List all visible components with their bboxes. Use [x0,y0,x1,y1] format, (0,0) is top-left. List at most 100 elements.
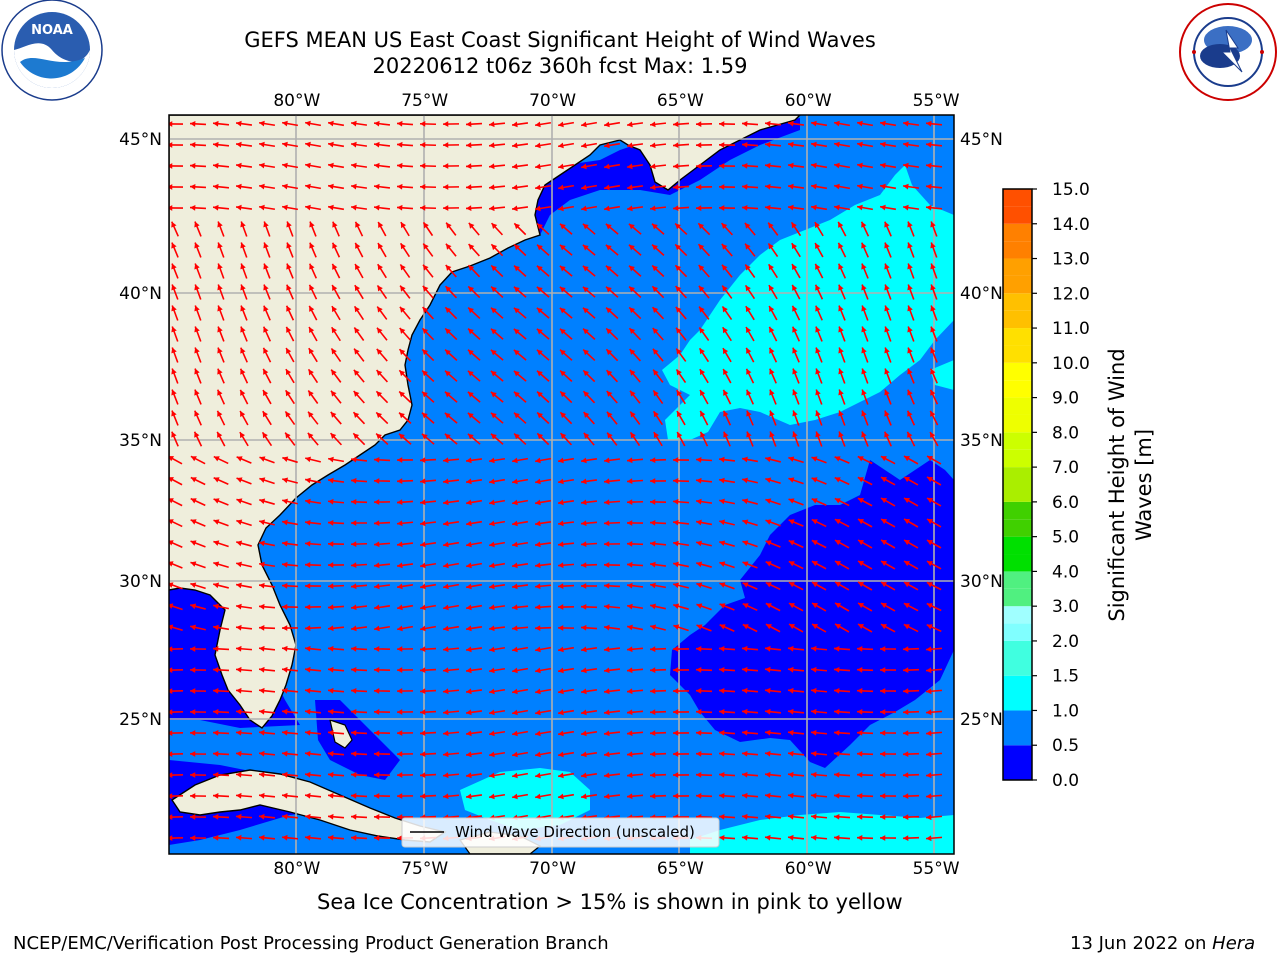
wave-direction-arrowhead [305,456,312,463]
wave-direction-arrowhead [263,221,269,228]
wave-direction-arrowhead [259,183,265,190]
wave-direction-arrowhead [722,285,728,292]
wave-direction-arrowhead [604,793,610,800]
land-north-america [169,115,801,729]
wave-direction-arrowhead [305,834,311,841]
wave-direction-arrowhead [420,625,426,632]
wave-direction-arrowhead [696,730,702,736]
wave-direction-arrowhead [259,750,265,757]
wave-direction-arrowhead [305,120,311,127]
wave-direction-arrowhead [719,750,725,757]
wave-direction-arrowhead [217,263,223,270]
wave-direction-arrowhead [650,772,656,778]
wave-direction-arrowhead [466,772,472,779]
wave-direction-arrowhead [650,478,656,484]
wave-direction-arrowhead [353,369,360,376]
wave-direction-arrowhead [397,709,403,715]
wave-direction-arrowhead [880,204,886,211]
wave-direction-arrowhead [169,477,174,483]
wave-direction-arrowhead [309,263,315,270]
wave-direction-arrowhead [259,582,265,589]
wave-direction-arrowhead [627,624,633,631]
wave-direction-arrowhead [903,646,909,652]
wave-direction-arrowhead [696,121,702,127]
wave-direction-arrowhead [673,688,679,694]
wave-direction-arrowhead [236,708,242,715]
wave-direction-arrowhead [374,562,380,569]
wave-direction-arrowhead [559,223,566,230]
wave-direction-arrowhead [881,603,888,609]
wave-direction-arrowhead [792,284,798,291]
wave-direction-arrowhead [309,221,315,228]
wave-direction-arrowhead [308,348,315,355]
wave-direction-arrowhead [169,205,173,211]
wave-direction-arrowhead [489,793,495,800]
wave-direction-arrowhead [558,520,564,527]
wave-direction-arrowhead [811,708,817,715]
colorbar-tick-label: 11.0 [1052,319,1090,339]
colorbar-segment [1003,241,1032,259]
wave-direction-arrowhead [696,498,702,505]
wave-direction-arrowhead [512,751,518,758]
wave-direction-arrowhead [558,499,564,506]
wave-direction-arrowhead [651,223,658,230]
wave-direction-arrowhead [194,431,200,438]
wave-direction-arrowhead [351,162,357,169]
wave-direction-arrowhead [194,389,200,396]
wave-direction-arrowhead [699,306,705,313]
wave-direction-arrowhead [881,540,888,546]
wave-direction-arrowhead [351,477,357,484]
wave-direction-arrowhead [765,456,772,463]
wave-direction-arrowhead [263,305,269,312]
wave-direction-arrowhead [466,205,472,212]
wave-direction-arrowhead [675,265,682,272]
wave-direction-arrowhead [652,265,659,272]
wave-direction-arrowhead [788,771,794,778]
wave-direction-arrowhead [607,432,613,439]
wave-direction-arrowhead [742,792,748,799]
wave-direction-arrowhead [536,286,543,293]
wave-direction-arrowhead [926,204,932,211]
wave-direction-arrowhead [282,813,288,820]
wave-direction-arrowhead [190,498,197,504]
wave-direction-arrowhead [169,835,173,841]
wave-direction-arrowhead [880,772,886,778]
wave-direction-arrowhead [420,709,426,716]
wave-direction-arrowhead [769,305,775,312]
colorbar-segment [1003,328,1032,346]
wave-direction-arrowhead [169,814,173,820]
wave-direction-arrowhead [788,498,795,504]
wave-direction-arrowhead [305,141,311,148]
wave-direction-arrowhead [696,456,702,463]
wave-direction-arrowhead [719,205,725,211]
wave-direction-arrowhead [305,813,311,820]
wave-direction-arrowhead [512,646,518,653]
wave-direction-arrowhead [512,793,518,800]
wave-direction-arrowhead [282,204,288,211]
wave-direction-arrowhead [629,328,636,335]
wave-direction-arrowhead [745,264,751,271]
wave-direction-arrowhead [926,772,932,779]
map-legend: Wind Wave Direction (unscaled) [401,817,720,848]
wave-direction-arrowhead [190,624,196,631]
wave-direction-arrowhead [604,709,610,716]
wave-direction-arrowhead [722,348,729,355]
wave-direction-arrowhead [698,265,705,271]
wave-direction-arrowhead [285,369,292,376]
wave-direction-arrowhead [765,204,771,211]
wave-direction-arrowhead [468,286,475,293]
wave-direction-arrowhead [627,603,633,610]
wave-direction-arrowhead [723,368,729,375]
wave-direction-arrowhead [213,771,219,778]
colorbar-segment [1003,206,1032,224]
wave-direction-arrowhead [190,603,197,610]
wave-direction-arrowhead [676,411,683,418]
wave-direction-arrowhead [558,205,564,212]
wave-direction-arrowhead [788,750,794,757]
wave-direction-arrowhead [765,603,772,609]
wave-direction-arrowhead [904,519,911,525]
wave-direction-arrowhead [171,389,177,396]
wave-direction-arrowhead [444,433,451,440]
wave-direction-arrowhead [605,265,612,272]
wave-direction-arrowhead [535,142,541,149]
